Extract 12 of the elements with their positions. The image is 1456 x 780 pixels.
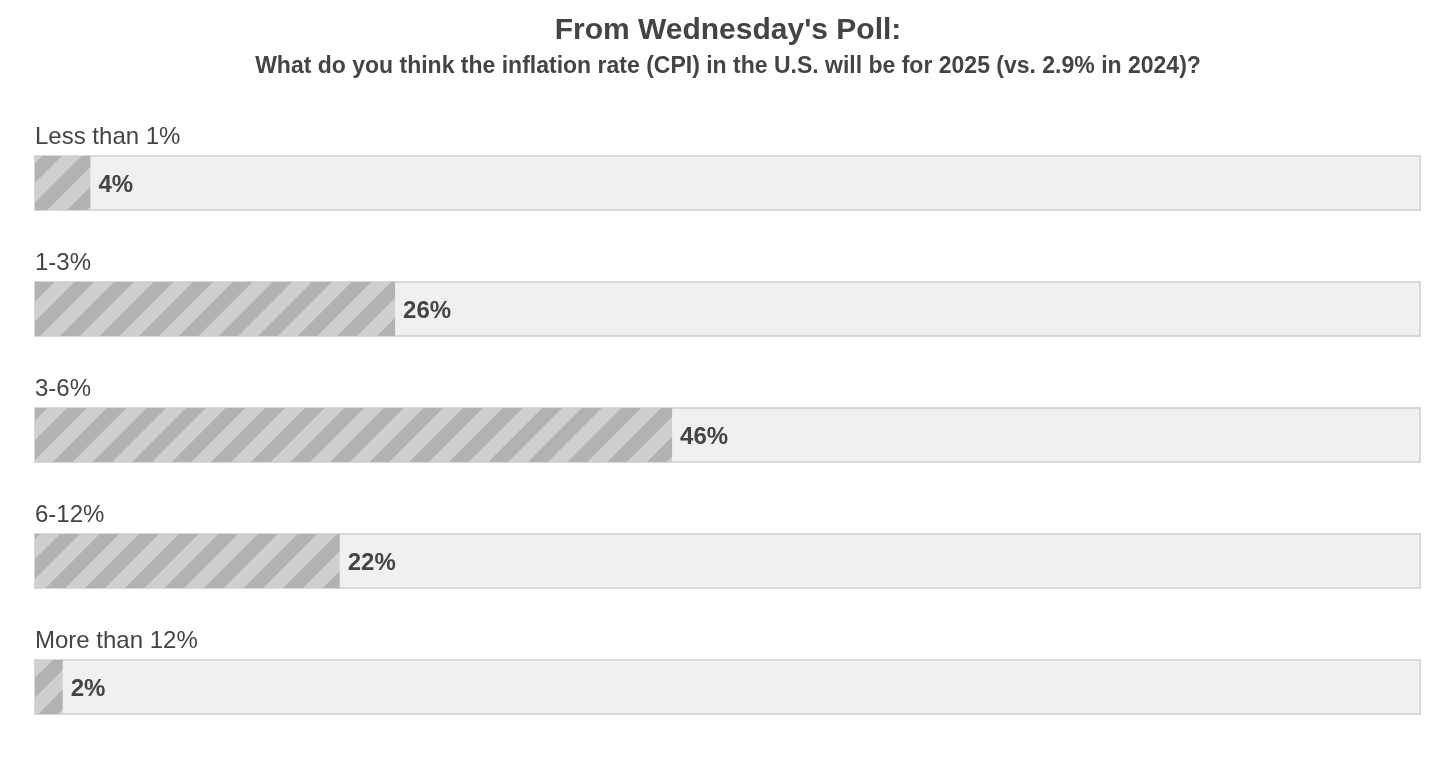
y-tick-label: 3-6%: [35, 373, 92, 401]
text: What do you think the inflation rate (CPI) in the U.S. will be for 2025 (vs. 2.9% in 2024)?: [255, 51, 1201, 78]
y-tick-label: Less than 1%: [35, 121, 181, 149]
data-label: 46%: [680, 421, 729, 449]
data-label: 22%: [347, 547, 396, 575]
data-label: 4%: [98, 169, 134, 197]
chart-title: From Wednesday's Poll:: [554, 11, 902, 45]
y-tick-label: 6-12%: [35, 499, 105, 527]
y-tick-label: 1-3%: [35, 247, 92, 275]
data-label: 2%: [70, 673, 106, 701]
y-tick-label: More than 12%: [35, 625, 198, 653]
data-label: 26%: [403, 295, 452, 323]
